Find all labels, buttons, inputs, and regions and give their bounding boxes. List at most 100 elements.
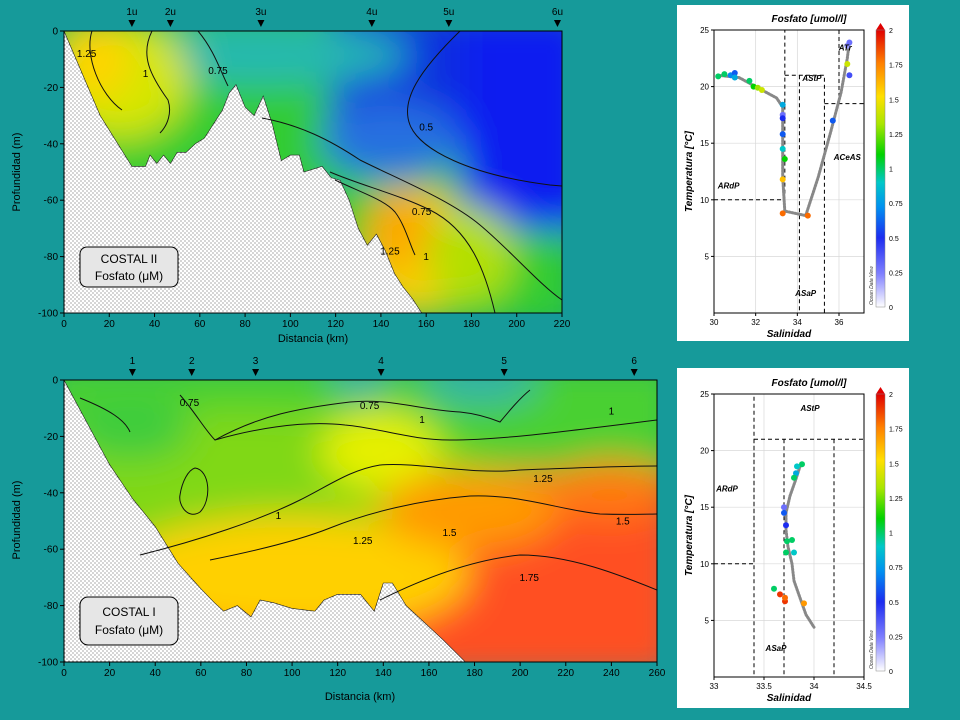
station-marker <box>377 369 385 376</box>
colorbar-tick-label: 1.25 <box>889 132 903 139</box>
x-tick-label: 80 <box>241 668 253 679</box>
x-tick-label: 140 <box>373 319 390 330</box>
colorbar-tick-label: 0.25 <box>889 270 903 277</box>
data-point <box>781 504 787 511</box>
contour-lines <box>89 31 562 313</box>
colorbar-tick-label: 0.25 <box>889 634 903 641</box>
colorbar-tick-label: 1.25 <box>889 496 903 503</box>
station-label: 5u <box>443 7 454 18</box>
axes: 0 20 40 60 80 100 120 140 160 180 200 220 240 260 0 -20… <box>38 376 666 680</box>
x-tick-label: 30 <box>710 318 719 327</box>
x-tick-label: 120 <box>327 319 344 330</box>
contour-label: 1 <box>609 407 615 418</box>
odv-watermark: Ocean Data View <box>869 630 875 669</box>
station-marker <box>166 20 174 27</box>
y-axis-label: Temperatura [°C] <box>684 494 695 576</box>
contour-1.25-slope <box>334 179 416 256</box>
station-marker <box>553 20 561 27</box>
axes: 0 20 40 60 80 100 120 140 160 180 200 220 0 -20 -40 -60… <box>38 27 571 331</box>
colorbar-tick-label: 0 <box>889 305 893 312</box>
y-tick-label: -40 <box>44 488 59 499</box>
x-tick-label: 120 <box>329 668 346 679</box>
contour-label: 1.25 <box>533 474 553 485</box>
colorbar-tick-label: 1.5 <box>889 461 899 468</box>
y-tick-label: 25 <box>700 26 709 35</box>
data-point <box>715 73 722 80</box>
ts-title: Fosfato [umol/l] <box>772 378 848 389</box>
x-tick-label: 20 <box>104 668 116 679</box>
station-marker <box>445 20 453 27</box>
x-tick-label: 32 <box>751 318 760 327</box>
ts-frame <box>713 393 865 678</box>
colorbar <box>875 393 886 672</box>
data-point <box>779 115 786 122</box>
contour-labels: 0.75 0.75 1 1 1.25 1 1.25 1.5 1.5 1.75 <box>180 398 630 584</box>
colorbar-tick-label: 0.5 <box>889 236 899 243</box>
station-marker <box>188 369 196 376</box>
y-axis-label: Temperatura [°C] <box>684 130 695 212</box>
x-tick-label: 60 <box>194 319 206 330</box>
contour-1-eddy <box>179 467 209 515</box>
contour-label: 1.75 <box>520 573 540 584</box>
contour-label: 0.75 <box>208 66 228 77</box>
contour-1.75 <box>379 554 657 601</box>
y-tick-label: 0 <box>52 27 58 38</box>
y-tick-label: 15 <box>700 503 709 512</box>
colorbar-tick-label: 0 <box>889 669 893 676</box>
x-tick-label: 200 <box>508 319 525 330</box>
data-point <box>777 591 783 598</box>
data-point <box>794 463 800 470</box>
station-marker <box>128 20 136 27</box>
water-mass-label: ARdP <box>717 181 740 190</box>
contour-label: 1.25 <box>77 49 97 60</box>
station-label: 3 <box>253 356 259 367</box>
x-tick-label: 36 <box>835 318 844 327</box>
data-point <box>801 600 807 607</box>
station-marker <box>630 369 638 376</box>
data-point <box>799 461 805 468</box>
x-axis-label: Salinidad <box>767 329 812 340</box>
y-tick-label: 10 <box>700 196 709 205</box>
data-point <box>789 537 795 543</box>
colorbar <box>875 29 886 308</box>
x-tick-label: 100 <box>282 319 299 330</box>
contour-label: 0.5 <box>419 122 433 133</box>
data-point <box>846 39 853 46</box>
data-point <box>791 549 797 556</box>
station-label: 6u <box>552 7 563 18</box>
contour-1-upper <box>214 419 657 441</box>
colorbar-tick-label: 2 <box>889 392 893 399</box>
x-tick-label: 0 <box>61 319 67 330</box>
station-label: 6 <box>631 356 637 367</box>
contour-1.25 <box>209 495 657 561</box>
station-marker <box>252 369 260 376</box>
station-marker <box>128 369 136 376</box>
data-point <box>846 72 853 79</box>
contour-0.75-shelf <box>197 31 229 87</box>
colorbar-tick-label: 1.75 <box>889 63 903 70</box>
x-tick-label: 34 <box>810 682 819 691</box>
x-tick-label: 240 <box>603 668 620 679</box>
station-markers: 1 2 3 4 5 6 <box>128 356 638 376</box>
water-mass-boundary <box>784 74 825 313</box>
data-point <box>779 101 786 108</box>
seabed-terrain <box>64 31 423 313</box>
data-point <box>783 522 789 529</box>
ts-diagram-costal1: Fosfato [umol/l]33 33.5 34 34.5510152025Sal… <box>677 368 909 708</box>
section-label-line1: COSTAL II <box>101 252 158 266</box>
data-point <box>829 117 836 124</box>
y-tick-label: -100 <box>38 309 58 320</box>
contour-0.5 <box>406 31 562 187</box>
contour-label: 1.25 <box>353 536 373 547</box>
y-tick-label: 5 <box>705 252 710 261</box>
y-tick-label: -20 <box>44 83 59 94</box>
station-marker <box>257 20 265 27</box>
water-mass-label: ARdP <box>715 484 738 493</box>
x-axis-label: Distancia (km) <box>325 691 395 703</box>
colorbar-tick-label: 1 <box>889 531 893 538</box>
y-tick-label: -60 <box>44 545 59 556</box>
x-tick-label: 260 <box>649 668 666 679</box>
data-point <box>731 70 738 76</box>
station-label: 1u <box>126 7 137 18</box>
contour-1-lower <box>139 464 657 556</box>
